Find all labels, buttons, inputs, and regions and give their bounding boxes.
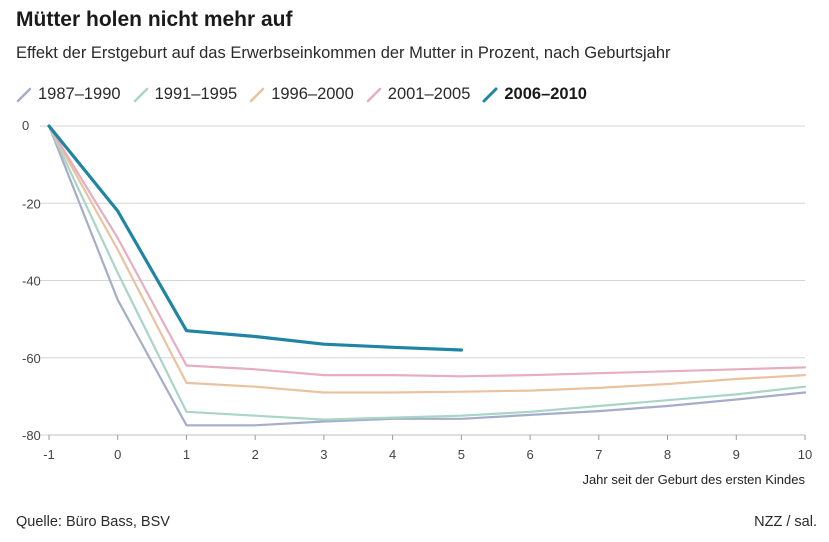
x-tick-label: 3	[320, 447, 327, 462]
y-axis-ticks: 0 -20 -40 -60 -80	[22, 118, 41, 443]
y-tick-label: -60	[22, 351, 41, 366]
y-tick-label: 0	[22, 118, 29, 133]
series-line-1996-2000	[47, 124, 807, 394]
legend-label-1987-1990: 1987–1990	[38, 85, 121, 103]
series-line-2006-2010	[47, 124, 463, 352]
legend: 1987–1990 1991–1995 1996–2000 2001–2005 …	[16, 85, 599, 104]
x-tick-label: 4	[389, 447, 396, 462]
y-tick-label: -40	[22, 274, 41, 289]
legend-swatch-2001-2005	[366, 87, 382, 102]
series-line-1987-1990	[47, 124, 807, 427]
x-axis-ticks: -1 0 1 2 3 4 5 6 7 8 9 10	[43, 435, 812, 462]
x-tick-label: 2	[252, 447, 259, 462]
legend-item-1987-1990: 1987–1990	[16, 85, 121, 104]
x-tick-label: 8	[664, 447, 671, 462]
series-lines	[47, 124, 807, 427]
x-tick-label: 1	[183, 447, 190, 462]
legend-swatch-2006-2010	[482, 87, 498, 102]
y-tick-label: -20	[22, 196, 41, 211]
series-line-2001-2005	[47, 124, 807, 378]
x-tick-label: 10	[798, 447, 812, 462]
legend-item-2001-2005: 2001–2005	[366, 85, 471, 104]
credit-note: NZZ / sal.	[754, 514, 817, 530]
legend-swatch-1991-1995	[133, 87, 148, 102]
legend-item-1991-1995: 1991–1995	[133, 85, 238, 104]
grid-lines	[40, 125, 805, 436]
legend-label-1996-2000: 1996–2000	[271, 85, 354, 103]
legend-swatch-1987-1990	[16, 87, 32, 102]
series-line-1991-1995	[47, 124, 807, 421]
legend-swatch-1996-2000	[249, 87, 265, 102]
x-tick-label: 7	[595, 447, 602, 462]
x-tick-label: 9	[733, 447, 740, 462]
legend-item-1996-2000: 1996–2000	[249, 85, 354, 104]
chart-subtitle: Effekt der Erstgeburt auf das Erwerbsein…	[16, 44, 671, 62]
x-tick-label: -1	[43, 447, 55, 462]
legend-item-2006-2010: 2006–2010	[482, 85, 587, 104]
x-tick-label: 5	[458, 447, 465, 462]
chart-title: Mütter holen nicht mehr auf	[16, 8, 293, 31]
legend-label-1991-1995: 1991–1995	[154, 85, 238, 103]
x-tick-label: 0	[114, 447, 121, 462]
legend-label-2001-2005: 2001–2005	[387, 85, 471, 103]
x-axis-label: Jahr seit der Geburt des ersten Kindes	[582, 472, 805, 487]
x-tick-label: 6	[526, 447, 533, 462]
legend-label-2006-2010: 2006–2010	[504, 85, 587, 103]
y-tick-label: -80	[22, 428, 41, 443]
source-note: Quelle: Büro Bass, BSV	[16, 514, 170, 530]
